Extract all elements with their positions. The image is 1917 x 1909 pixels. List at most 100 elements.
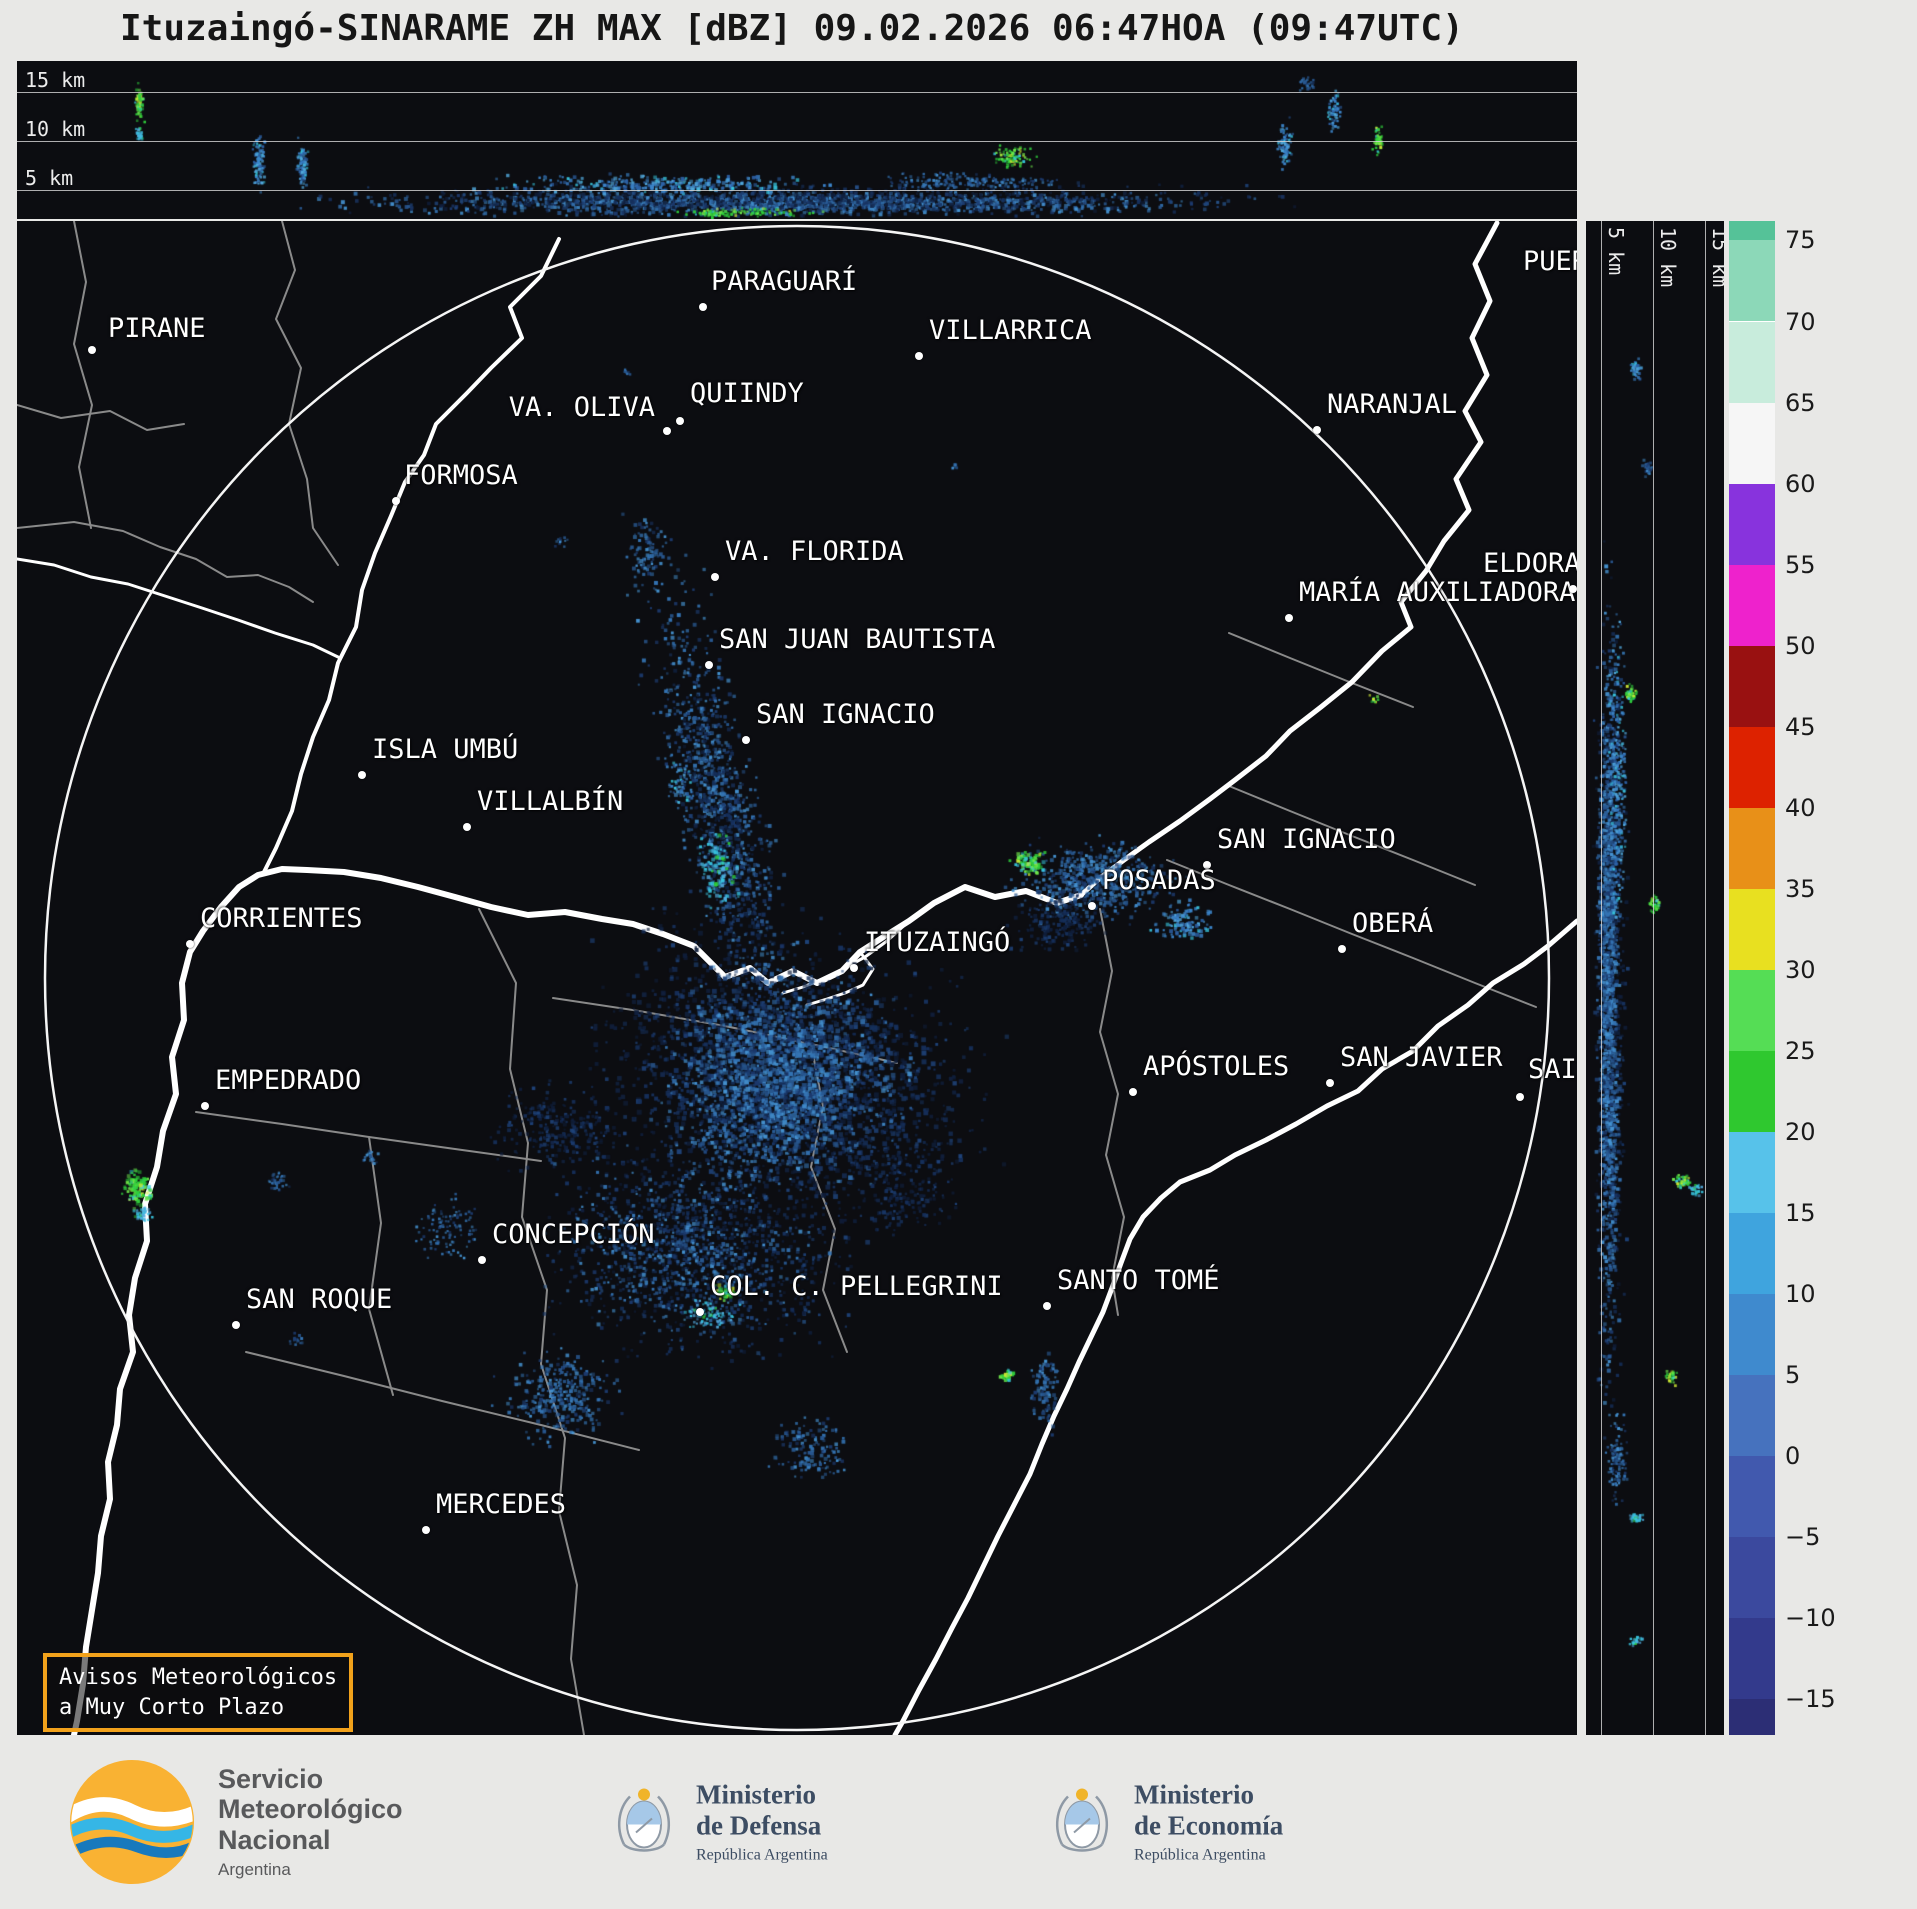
colorbar-segment-20-25 [1729, 1050, 1775, 1132]
city-label-va-oliva: VA. OLIVA [508, 392, 655, 423]
colorbar-tick-70: 70 [1785, 307, 1816, 336]
defensa-logo-group: Ministerio de Defensa República Argentin… [612, 1779, 828, 1864]
city-label-posadas: POSADAS [1102, 865, 1216, 896]
colorbar-tick-60: 60 [1785, 469, 1816, 498]
right-cross-section-echoes [1586, 221, 1724, 1735]
height-gridline-15km [17, 92, 1577, 93]
city-label-col-c-pellegrini: COL. C. PELLEGRINI [710, 1271, 1003, 1302]
city-dot-va-oliva [663, 427, 671, 435]
city-label-pirane: PIRANE [108, 313, 206, 344]
colorbar-segment-0-5 [1729, 1375, 1775, 1457]
smn-logo-icon [69, 1759, 195, 1885]
coat-of-arms-icon [617, 1788, 671, 1852]
city-label-formosa: FORMOSA [404, 460, 518, 491]
colorbar-tick-45: 45 [1785, 712, 1816, 741]
colorbar-tick-40: 40 [1785, 793, 1816, 822]
map-echoes-canvas [17, 221, 1577, 1735]
city-dot-eldorado [1569, 585, 1577, 593]
top-cross-section-panel: 15 km 10 km 5 km [17, 61, 1577, 219]
defensa-name-line1: Ministerio [696, 1779, 816, 1810]
colorbar-segment-60-65 [1729, 402, 1775, 484]
warning-box[interactable]: Avisos Meteorológicos a Muy Corto Plazo [43, 1653, 354, 1733]
height-gridline-10km [17, 141, 1577, 142]
city-dot-mercedes [422, 1526, 430, 1534]
city-dot-empedrado [201, 1102, 209, 1110]
height-label-10km: 10 km [25, 117, 86, 141]
city-dot-naranjal [1313, 426, 1321, 434]
colorbar-tick-35: 35 [1785, 874, 1816, 903]
city-dot-posadas [1088, 902, 1096, 910]
city-label-sai: SAI [1528, 1054, 1577, 1085]
colorbar-tick-30: 30 [1785, 955, 1816, 984]
city-label-san-juan-bautista: SAN JUAN BAUTISTA [719, 624, 996, 655]
colorbar-tick-15: 15 [1785, 1199, 1816, 1228]
city-dot-ap-stoles [1129, 1088, 1137, 1096]
city-label-paraguar-: PARAGUARÍ [711, 266, 858, 297]
warning-text-line2: a Muy Corto Plazo [59, 1694, 285, 1720]
city-dot-villarrica [915, 352, 923, 360]
colorbar-tick--10: −10 [1785, 1604, 1836, 1633]
city-dot-sai [1516, 1093, 1524, 1101]
city-label-va-florida: VA. FLORIDA [725, 536, 904, 567]
colorbar-tick--5: −5 [1785, 1523, 1821, 1552]
product-title: Ituzaingó-SINARAME ZH MAX [dBZ] 09.02.20… [120, 8, 1464, 49]
colorbar-tick-25: 25 [1785, 1036, 1816, 1065]
height-label-10km-right: 10 km [1656, 227, 1680, 288]
economia-logo-group: Ministerio de Economía República Argenti… [1050, 1779, 1283, 1864]
footer: Servicio Meteorológico Nacional Argentin… [0, 1735, 1917, 1909]
city-dot-villalb-n [463, 823, 471, 831]
height-label-15km-right: 15 km [1708, 227, 1724, 288]
city-dot-mar-a-auxiliadora [1285, 614, 1293, 622]
city-label-puerto: PUERTO [1523, 246, 1577, 277]
colorbar-segment--15--10 [1729, 1618, 1775, 1700]
city-label-ap-stoles: APÓSTOLES [1143, 1051, 1290, 1082]
height-label-5km-right: 5 km [1604, 227, 1628, 276]
colorbar-tick-65: 65 [1785, 388, 1816, 417]
city-label-san-ignacio: SAN IGNACIO [756, 699, 935, 730]
city-dot-quiindy [676, 417, 684, 425]
city-label-corrientes: CORRIENTES [200, 903, 363, 934]
city-label-mercedes: MERCEDES [436, 1489, 567, 1520]
colorbar-segment-55-60 [1729, 483, 1775, 565]
defensa-name: Ministerio de Defensa República Argentin… [696, 1779, 828, 1864]
right-cross-section-panel: 5 km 10 km 15 km [1586, 221, 1724, 1735]
economia-name-line1: Ministerio [1134, 1779, 1254, 1810]
city-label-concepci-n: CONCEPCIÓN [492, 1219, 655, 1250]
smn-name-line3: Nacional [218, 1824, 331, 1855]
city-dot-san-roque [232, 1321, 240, 1329]
city-dot-santo-tom- [1043, 1302, 1051, 1310]
colorbar-tick-labels: 75 70 65 60 55 50 45 40 35 30 25 20 15 10 5 0 −5 −10 −15 [1785, 221, 1905, 1735]
defensa-sub: República Argentina [696, 1846, 828, 1864]
colorbar-segment--5-0 [1729, 1456, 1775, 1538]
economia-name: Ministerio de Economía República Argenti… [1134, 1779, 1283, 1864]
city-label-santo-tom-: SANTO TOMÉ [1057, 1265, 1220, 1296]
colorbar-segment-40-45 [1729, 726, 1775, 808]
city-label-empedrado: EMPEDRADO [215, 1065, 362, 1096]
city-label-san-ignacio: SAN IGNACIO [1217, 824, 1396, 855]
height-label-15km: 15 km [25, 68, 86, 92]
map-panel: PIRANE PARAGUARÍ VILLARRICA VA. OLIVA QUIIND… [17, 221, 1577, 1735]
city-dot-formosa [392, 497, 400, 505]
height-gridline-5km [17, 190, 1577, 191]
city-label-eldorado: ELDORADO [1483, 548, 1577, 579]
city-label-ober-: OBERÁ [1352, 908, 1434, 939]
city-dot-paraguar- [699, 303, 707, 311]
colorbar-segment-70-75 [1729, 240, 1775, 322]
colorbar-tick-55: 55 [1785, 550, 1816, 579]
city-label-villarrica: VILLARRICA [929, 315, 1092, 346]
city-dot-pirane [88, 346, 96, 354]
city-layer: PIRANE PARAGUARÍ VILLARRICA VA. OLIVA QUIIND… [17, 221, 1577, 1735]
economia-name-line2: de Economía [1134, 1810, 1284, 1841]
warning-text-line1: Avisos Meteorológicos [59, 1665, 338, 1690]
colorbar-tick-50: 50 [1785, 631, 1816, 660]
smn-name: Servicio Meteorológico Nacional Argentin… [218, 1764, 403, 1880]
city-dot-san-juan-bautista [705, 661, 713, 669]
smn-country: Argentina [218, 1859, 291, 1879]
city-dot-san-ignacio [1203, 861, 1211, 869]
colorbar-segment-25-30 [1729, 969, 1775, 1051]
colorbar-segment-15-20 [1729, 1131, 1775, 1214]
colorbar-segment-30-35 [1729, 888, 1775, 970]
colorbar-segment-75-80 [1729, 221, 1775, 241]
city-label-san-roque: SAN ROQUE [246, 1284, 393, 1315]
colorbar-tick--15: −15 [1785, 1685, 1836, 1714]
